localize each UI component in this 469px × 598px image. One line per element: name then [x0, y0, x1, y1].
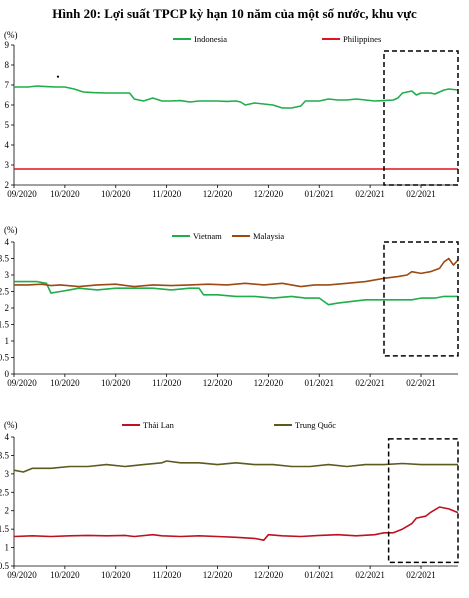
y-unit-label: (%) [4, 420, 18, 430]
highlight-box [383, 50, 459, 186]
y-tick-label: 1 [5, 543, 10, 553]
x-tick-label: 02/2021 [355, 189, 385, 199]
series-line-malaysia [14, 257, 459, 288]
legend-label: Trung Quốc [295, 420, 336, 430]
x-tick-label: 11/2020 [152, 189, 182, 199]
x-tick-label: 01/2021 [304, 570, 334, 580]
y-tick-label: 1 [5, 336, 10, 346]
x-tick-label: 10/2020 [50, 570, 80, 580]
y-tick-label: 3.5 [0, 254, 10, 264]
y-unit-label: (%) [4, 225, 18, 235]
x-tick-label: 09/2020 [7, 189, 37, 199]
y-tick-label: 7 [5, 80, 10, 90]
x-tick-label: 01/2021 [304, 378, 334, 388]
legend-label: Vietnam [193, 231, 222, 241]
y-tick-label: 9 [5, 40, 10, 50]
y-tick-label: 2 [5, 506, 10, 516]
legend-label: Malaysia [253, 231, 284, 241]
y-tick-label: 6 [5, 100, 10, 110]
x-tick-label: 12/2020 [203, 378, 233, 388]
y-tick-label: 0.5 [0, 353, 10, 363]
x-tick-label: 12/2020 [254, 378, 284, 388]
chart-panel-1: (%) 2 3 4 5 6 7 8 9 09/2020 10/2020 10/2020 11/2020 1… [4, 30, 459, 199]
x-tick-label: 02/2021 [355, 378, 385, 388]
x-tick-label: 10/2020 [101, 189, 131, 199]
x-tick-label: 10/2020 [50, 378, 80, 388]
legend-label: Thái Lan [143, 420, 175, 430]
y-tick-label: 4 [5, 140, 10, 150]
x-tick-label: 11/2020 [152, 570, 182, 580]
x-tick-label: 09/2020 [7, 378, 37, 388]
chart-panel-3: (%) 0.5 1 1.5 2 2.5 3 3.5 4 09/2020 10/2020 10/2020… [0, 420, 459, 580]
y-tick-label: 0 [5, 369, 10, 379]
series-line-indonesia [14, 85, 459, 109]
x-tick-label: 02/2021 [406, 378, 436, 388]
chart-panel-2: (%) 0 0.5 1 1.5 2 2.5 3 3.5 4 09/2020 10/2020 10/202… [0, 225, 459, 388]
x-tick-label: 12/2020 [203, 189, 233, 199]
y-tick-label: 4 [5, 432, 10, 442]
x-tick-label: 10/2020 [101, 378, 131, 388]
y-tick-label: 2.5 [0, 287, 10, 297]
x-tick-label: 02/2021 [406, 570, 436, 580]
x-tick-label: 10/2020 [50, 189, 80, 199]
x-tick-label: 09/2020 [7, 570, 37, 580]
y-tick-label: 3.5 [0, 450, 10, 460]
y-tick-label: 5 [5, 120, 10, 130]
x-tick-label: 01/2021 [304, 189, 334, 199]
figure-title: Hình 20: Lợi suất TPCP kỳ hạn 10 năm của… [52, 6, 417, 21]
legend-label: Philippines [343, 34, 381, 44]
y-tick-label: 4 [5, 237, 10, 247]
series-line-trung-quốc [13, 460, 458, 473]
x-tick-label: 02/2021 [406, 189, 436, 199]
highlight-box [387, 438, 459, 564]
y-unit-label: (%) [4, 30, 18, 40]
y-tick-label: 3 [5, 469, 10, 479]
annotation-mark: • [56, 72, 59, 82]
x-tick-label: 11/2020 [152, 378, 182, 388]
series-line-vietnam [14, 280, 458, 306]
x-tick-label: 12/2020 [254, 570, 284, 580]
y-tick-label: 1.5 [0, 320, 10, 330]
legend-label: Indonesia [194, 34, 227, 44]
y-tick-label: 3 [5, 270, 10, 280]
y-tick-label: 2.5 [0, 487, 10, 497]
y-tick-label: 3 [5, 160, 10, 170]
x-tick-label: 12/2020 [203, 570, 233, 580]
x-tick-label: 12/2020 [254, 189, 284, 199]
highlight-box [383, 241, 459, 357]
x-tick-label: 10/2020 [101, 570, 131, 580]
y-tick-label: 2 [5, 303, 10, 313]
y-tick-label: 2 [5, 180, 10, 190]
x-tick-label: 02/2021 [355, 570, 385, 580]
y-tick-label: 1.5 [0, 524, 10, 534]
y-tick-label: 8 [5, 60, 10, 70]
series-line-thái-lan [13, 506, 459, 541]
y-tick-label: 0.5 [0, 561, 10, 571]
